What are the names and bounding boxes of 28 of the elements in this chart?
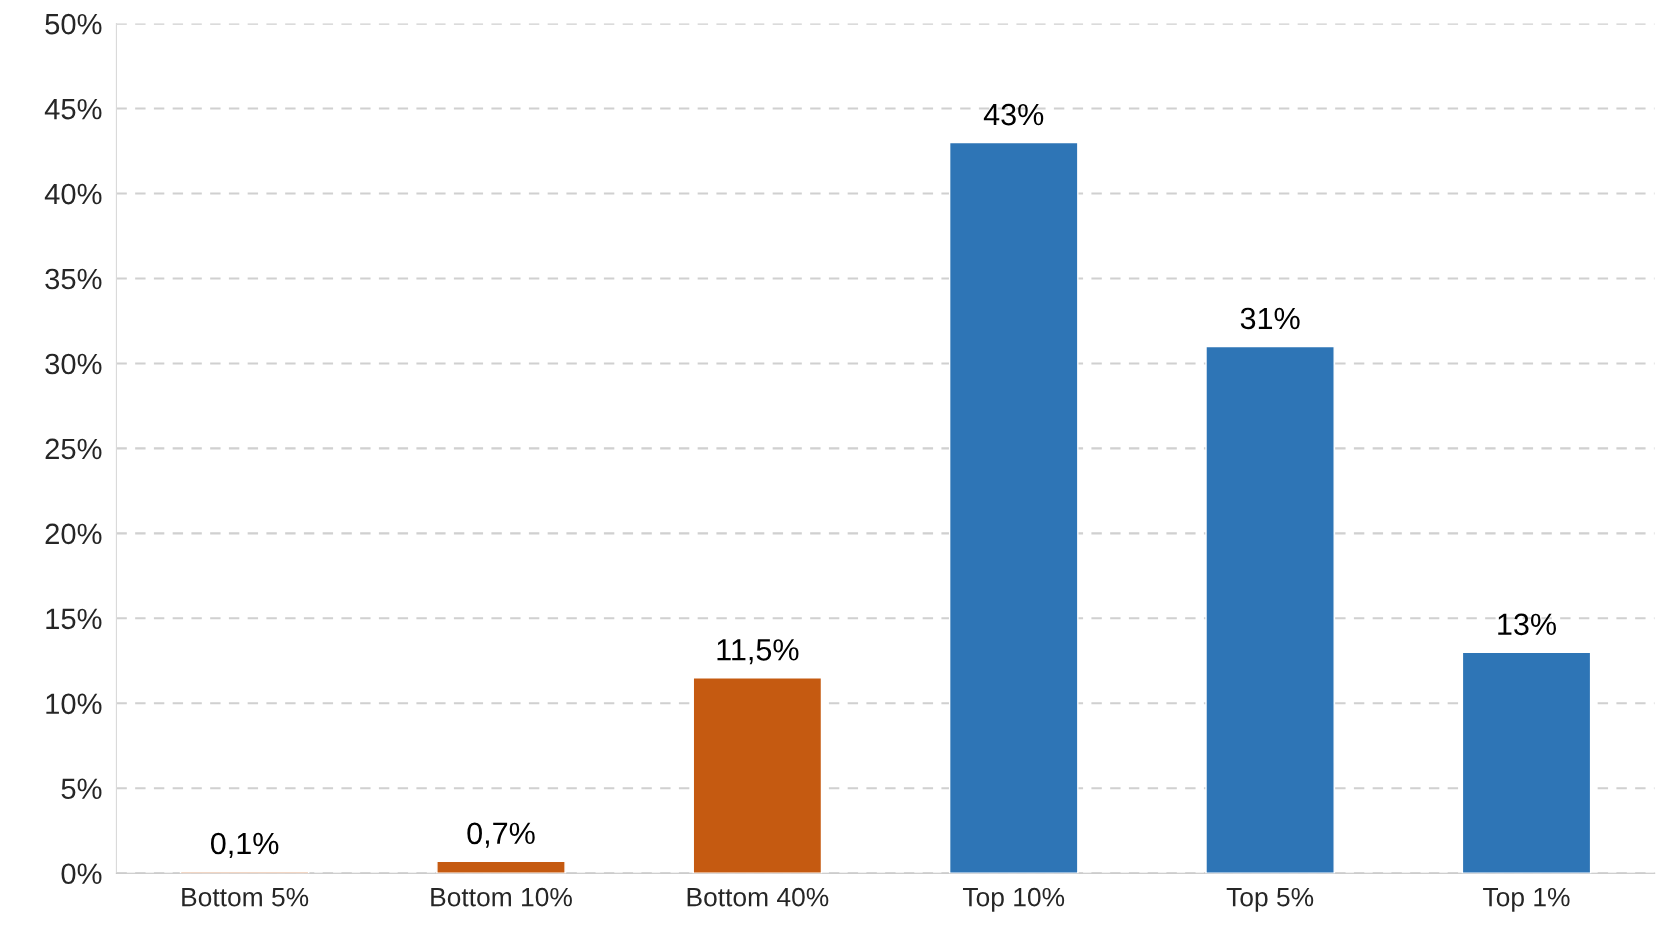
y-tick-label: 35% <box>45 268 102 290</box>
bar <box>948 141 1079 874</box>
x-tick-label: Bottom 10% <box>431 887 572 907</box>
y-tick-label: 40% <box>44 183 102 205</box>
y-tick-label: 0% <box>61 863 102 885</box>
y-tick-label: 20% <box>45 523 102 545</box>
data-label: 11,5% <box>717 639 799 665</box>
data-label: 43% <box>983 103 1044 126</box>
y-tick-label: 25% <box>45 438 102 460</box>
y-tick-label: 45% <box>44 98 102 120</box>
bar <box>1205 345 1335 874</box>
bar <box>436 860 566 874</box>
x-tick-label: Top 5% <box>1226 887 1314 912</box>
y-tick-label: 30% <box>45 353 102 375</box>
data-label: 31% <box>1240 307 1300 330</box>
y-tick-label: 5% <box>61 778 102 800</box>
x-tick-label: Bottom 5% <box>182 887 309 907</box>
y-tick-label: 50% <box>45 13 102 35</box>
data-label: 0,7% <box>467 822 535 848</box>
bar <box>1461 651 1592 874</box>
x-tick-label: Bottom 40% <box>687 887 829 907</box>
data-label: 13% <box>1498 613 1556 636</box>
x-tick-label: Top 1% <box>1483 887 1570 912</box>
y-tick-label: 15% <box>46 608 102 630</box>
y-tick-label: 10% <box>46 693 102 715</box>
x-tick-label: Top 10% <box>962 887 1065 912</box>
bar <box>692 677 823 874</box>
data-label: 0,1% <box>210 832 279 858</box>
